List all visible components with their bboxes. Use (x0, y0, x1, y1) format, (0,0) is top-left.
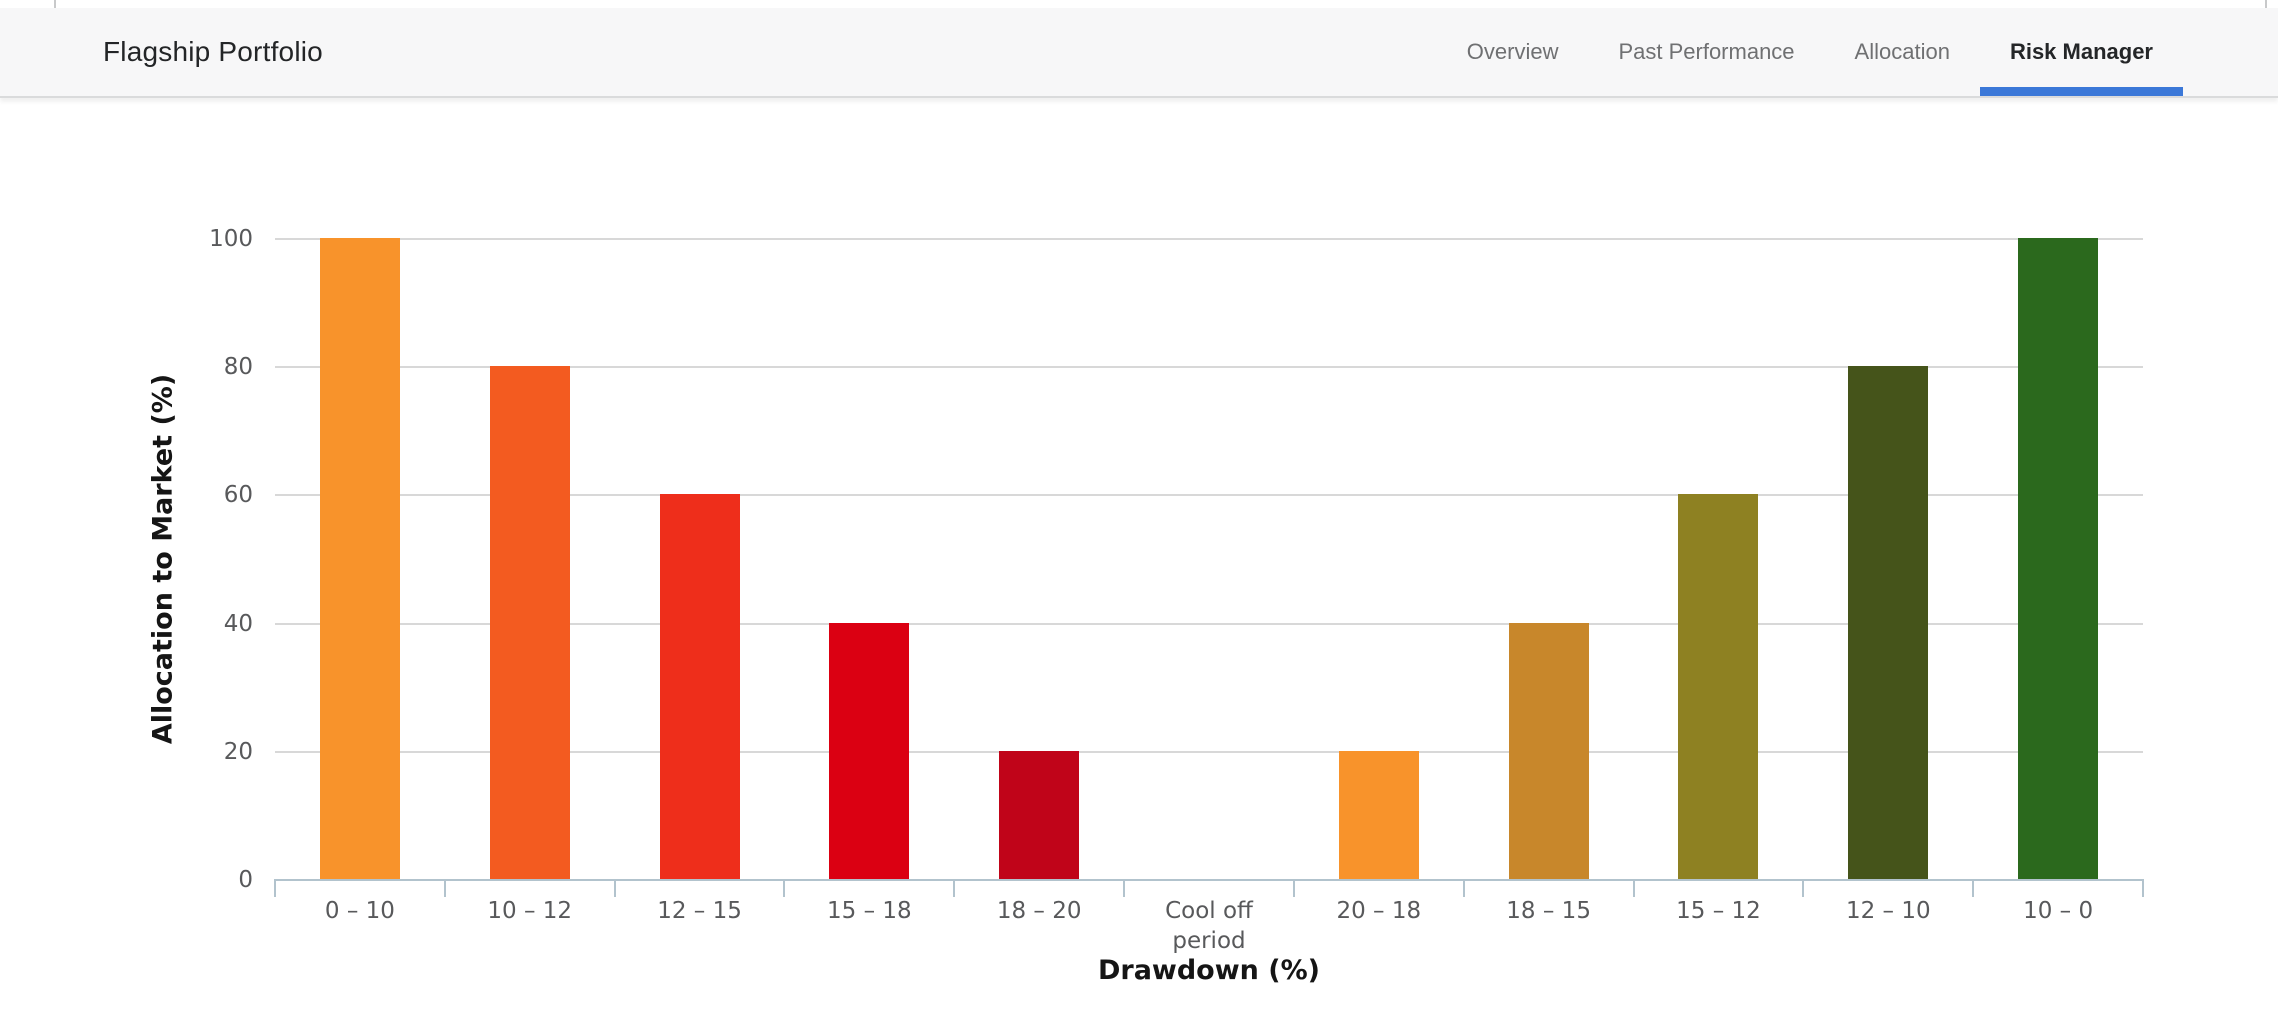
tab-allocation[interactable]: Allocation (1854, 39, 1950, 64)
x-tick-label: 0 – 10 (324, 898, 395, 924)
tab-overview[interactable]: Overview (1466, 39, 1559, 64)
nav-tabs: Overview Past Performance Allocation Risk M… (1437, 8, 2184, 96)
page-title: Flagship Portfolio (103, 36, 323, 67)
x-axis-tick (613, 879, 616, 897)
gridline-y-40 (275, 622, 2143, 625)
x-tick-label: 20 – 18 (1336, 898, 1422, 924)
top-strip-divider-right (2265, 0, 2267, 8)
x-tick-label: 15 – 12 (1676, 898, 1761, 924)
x-tick-label: 10 – 12 (487, 898, 573, 924)
risk-manager-bar-chart: 0 20 40 60 80 100 0 – 10 10 – 12 12 – 15 15 – 18 1… (0, 98, 2278, 1018)
bar-10-–-0[interactable] (2018, 238, 2099, 879)
x-axis-tick (1292, 879, 1295, 897)
x-axis-tick (783, 879, 786, 897)
y-tick-label: 0 (238, 867, 253, 893)
bar-12-–-10[interactable] (1848, 366, 1929, 879)
x-axis-tick (953, 879, 956, 897)
x-tick-label: 12 – 15 (657, 898, 742, 924)
bar-20-–-18[interactable] (1338, 750, 1419, 879)
x-axis-tick (1123, 879, 1126, 897)
y-tick-label: 20 (223, 738, 253, 765)
y-tick-label: 60 (223, 482, 253, 509)
x-axis-line (275, 879, 2143, 881)
gridline-y-60 (275, 494, 2143, 497)
bar-10-–-12[interactable] (489, 366, 570, 879)
bar-12-–-15[interactable] (659, 494, 740, 879)
tab-past-performance[interactable]: Past Performance (1618, 39, 1795, 64)
y-tick-label: 80 (223, 354, 253, 381)
x-axis-title: Drawdown (%) (1097, 955, 1321, 986)
x-tick-label: 18 – 20 (996, 898, 1082, 924)
x-tick-label: 15 – 18 (827, 898, 912, 924)
x-axis-tick (2142, 879, 2144, 897)
y-tick-label: 40 (223, 610, 253, 637)
x-axis-tick (443, 879, 446, 897)
app-header: Flagship Portfolio Overview Past Performa… (0, 8, 2278, 98)
x-tick-label: 12 – 10 (1845, 898, 1931, 924)
bar-15-–-18[interactable] (829, 622, 910, 879)
bar-15-–-12[interactable] (1678, 494, 1759, 879)
bar-18-–-20[interactable] (999, 750, 1080, 879)
gridline-y-20 (275, 750, 2143, 753)
x-tick-label: 18 – 15 (1506, 898, 1591, 924)
tab-risk-manager[interactable]: Risk Manager (1979, 8, 2184, 96)
x-axis-tick (274, 879, 276, 897)
x-tick-label: Cool off period (1165, 898, 1253, 954)
gridline-y-100 (275, 238, 2143, 240)
x-axis-tick (1972, 879, 1975, 897)
x-axis-tick (1462, 879, 1465, 897)
y-tick-label: 100 (209, 226, 253, 252)
x-axis-tick (1802, 879, 1805, 897)
gridline-y-80 (275, 366, 2143, 369)
x-tick-label: 10 – 0 (2023, 898, 2094, 924)
y-axis-title: Allocation to Market (%) (147, 373, 179, 744)
x-axis-tick (1632, 879, 1635, 897)
page-top-strip (0, 0, 2278, 8)
bar-0-–-10[interactable] (319, 238, 400, 879)
bar-18-–-15[interactable] (1508, 622, 1589, 879)
top-strip-divider-left (54, 0, 56, 8)
